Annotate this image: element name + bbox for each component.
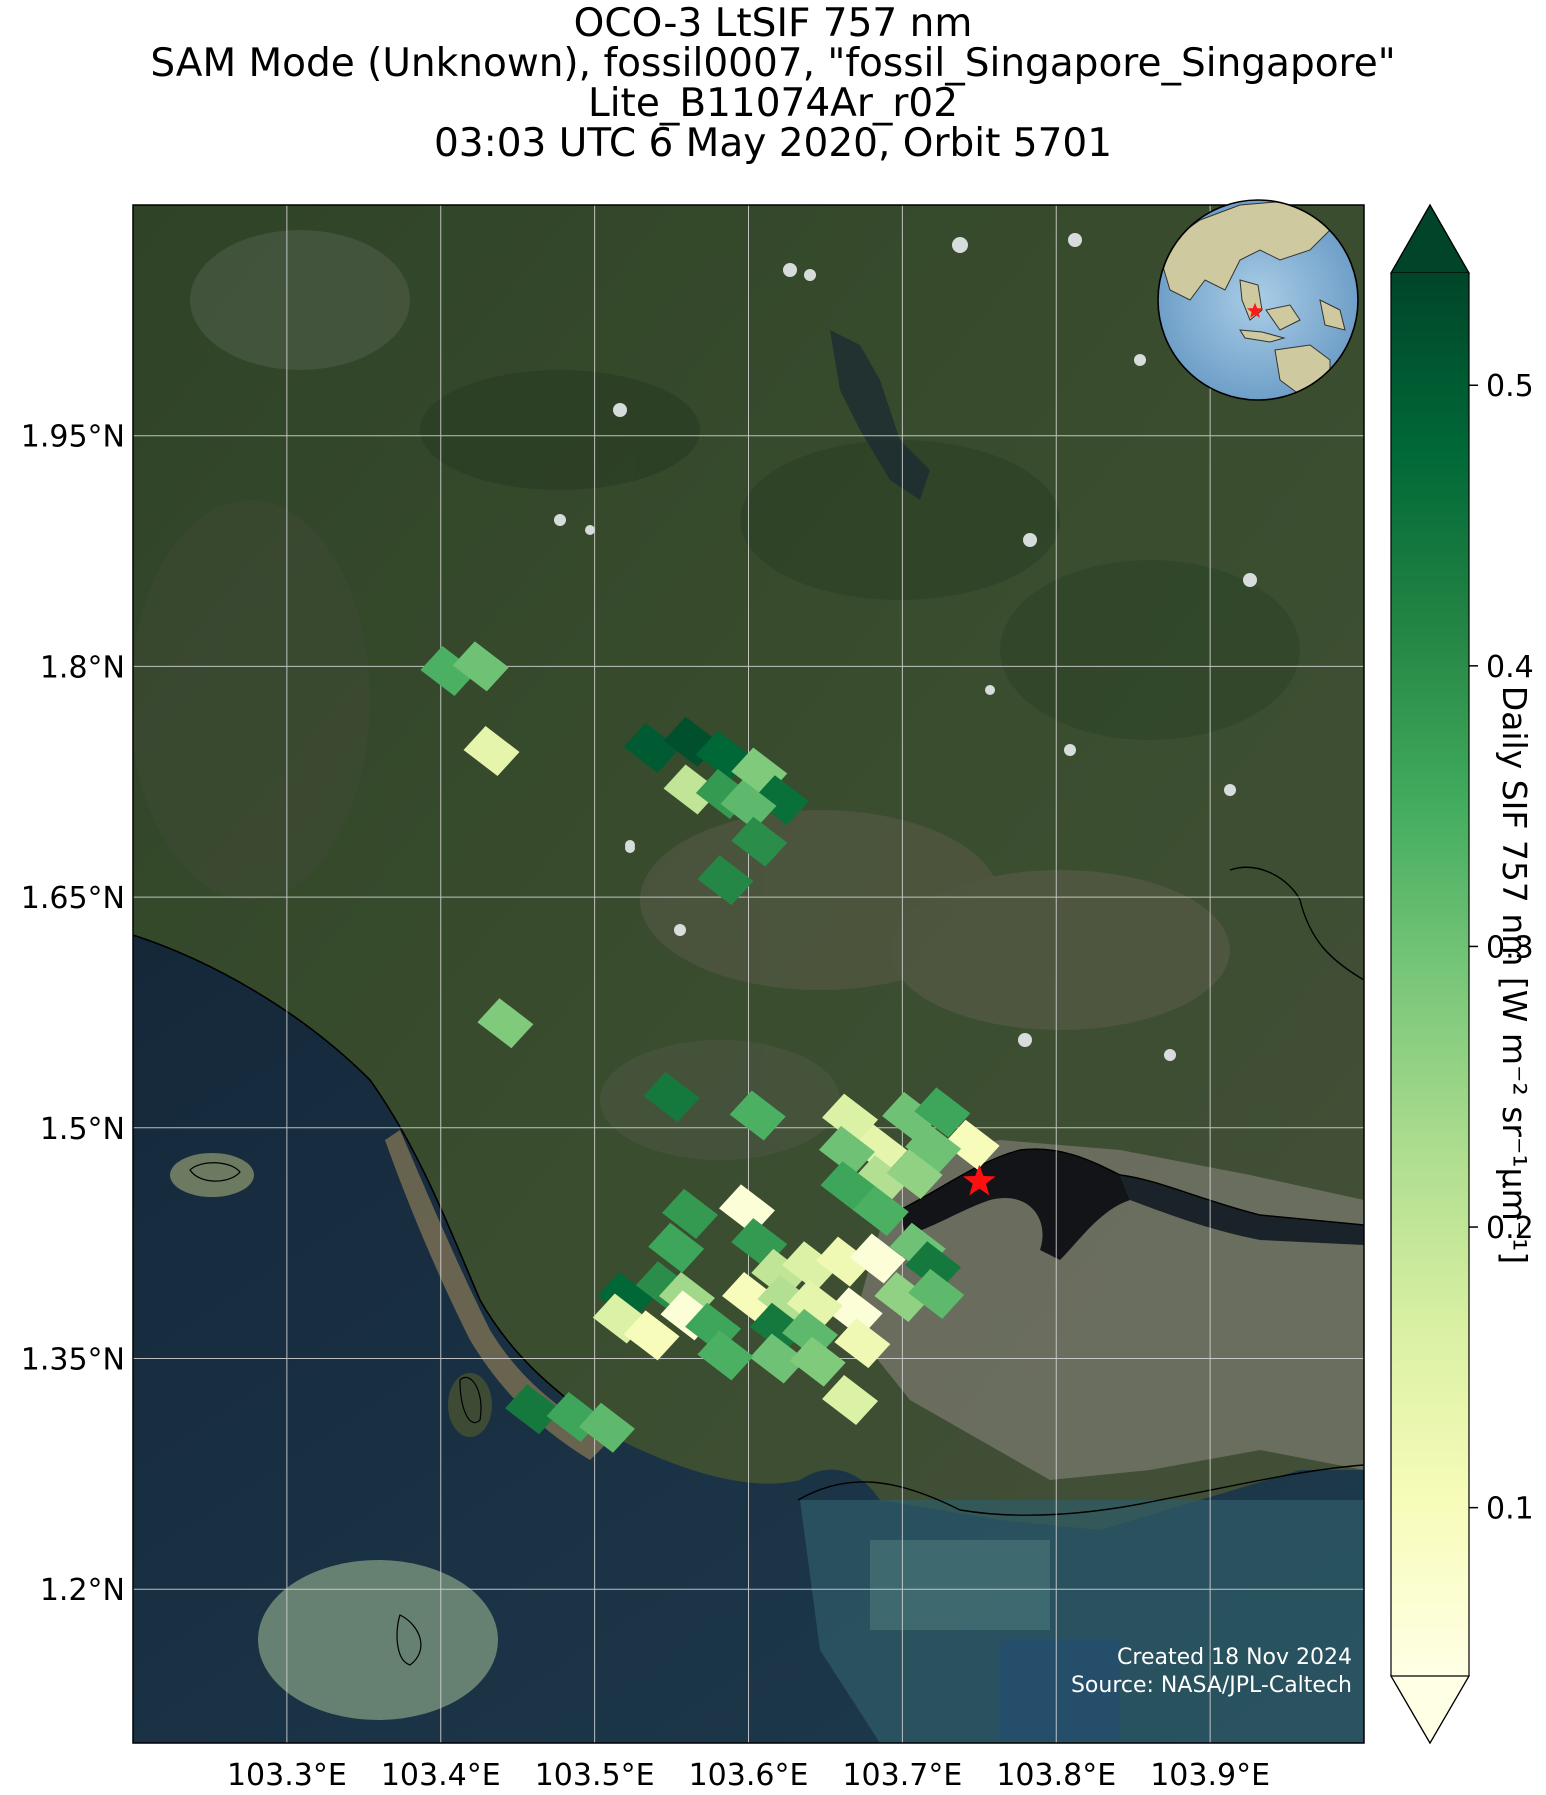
source-credit: Source: NASA/JPL-Caltech [1071,1673,1352,1698]
colorbar-min-extend [1389,1675,1471,1745]
sif-footprint [886,1148,943,1199]
latitude-tick-label: 1.35°N [21,1343,125,1378]
sif-footprint [722,1271,779,1322]
latitude-tick-label: 1.65°N [21,881,125,916]
longitude-tick-label: 103.5°E [535,1758,655,1793]
globe-locator-inset [1157,199,1359,401]
colorbar-tick-label: 0.5 [1486,369,1534,404]
longitude-tick-label: 103.8°E [996,1758,1116,1793]
longitude-tick-labels: 103.3°E 103.4°E 103.5°E 103.6°E 103.7°E 103.8… [227,1758,1270,1793]
sif-footprint [648,1222,705,1273]
sif-footprint [697,855,754,906]
map-title: OCO-3 LtSIF 757 nm SAM Mode (Unknown), f… [0,4,1546,164]
map-frame [132,204,1365,1744]
borneo-landmass [1265,304,1301,331]
longitude-tick-label: 103.4°E [381,1758,501,1793]
sif-footprint [826,1287,883,1338]
latitude-tick-label: 1.95°N [21,420,125,455]
colorbar-gradient [1391,273,1469,1676]
title-line-2: SAM Mode (Unknown), fossil0007, "fossil_… [150,41,1396,86]
sif-footprint [623,722,680,773]
colorbar-tick-label: 0.1 [1486,1492,1534,1527]
sif-footprint [820,1161,877,1212]
sif-footprint [908,1268,965,1319]
sif-footprint [852,1185,909,1236]
colorbar-tick-label: 0.2 [1486,1211,1534,1246]
sif-footprint [420,646,477,697]
colorbar-ticks: 0.1 0.2 0.3 0.4 0.5 [1469,369,1534,1527]
target-star [963,1164,996,1196]
sif-footprint [914,1087,971,1138]
sif-footprint [477,998,534,1049]
created-credit: Created 18 Nov 2024 [1117,1645,1352,1670]
colorbar-tick-label: 0.4 [1486,650,1534,685]
sif-footprint [597,1271,654,1322]
colorbar-tick-label: 0.3 [1486,930,1534,965]
sif-footprint [731,816,788,867]
sif-footprint [782,1241,839,1292]
sif-footprint [643,1072,700,1123]
sif-footprint [849,1233,906,1284]
sif-soundings [420,641,1000,1453]
sif-footprint [578,1402,635,1453]
title-line-1: OCO-3 LtSIF 757 nm [573,1,973,46]
sif-footprint [623,1310,680,1361]
sif-footprint [663,764,720,815]
sif-footprint [789,1336,846,1387]
sif-footprint [822,1093,879,1144]
sif-footprint [874,1271,931,1322]
asia-landmass [1158,200,1331,301]
colorbar: 0.1 0.2 0.3 0.4 0.5 Daily SIF 757 nm [W m⁻² … [1389,203,1534,1745]
latitude-tick-label: 1.5°N [40,1112,125,1147]
longitude-tick-label: 103.6°E [689,1758,809,1793]
longitude-tick-label: 103.3°E [227,1758,347,1793]
latitude-tick-labels: 1.95°N 1.8°N 1.65°N 1.5°N 1.35°N 1.2°N [21,420,125,1608]
longitude-tick-label: 103.7°E [842,1758,962,1793]
sif-footprint [752,775,809,826]
sif-footprint [834,1318,891,1369]
sif-footprint [452,641,509,692]
sif-footprint [943,1119,1000,1170]
new-guinea-landmass [1319,299,1346,331]
sif-footprint [822,1375,879,1426]
sif-footprint [749,1333,806,1384]
target-star-marker [963,1164,996,1196]
sif-footprint [505,1384,562,1435]
sif-footprint [815,1236,872,1287]
title-line-4: 03:03 UTC 6 May 2020, Orbit 5701 [433,121,1113,166]
sif-footprint [818,1125,875,1176]
sif-footprint [720,779,777,830]
latitude-tick-label: 1.8°N [40,650,125,685]
colorbar-label: Daily SIF 757 nm [W m⁻² sr⁻¹μm⁻¹] [1495,686,1534,1265]
sif-footprint [905,1122,962,1173]
sif-footprint [905,1241,962,1292]
latitude-tick-label: 1.2°N [40,1573,125,1608]
sif-footprint [786,1279,843,1330]
colorbar-max-extend [1389,203,1471,274]
sif-footprint [729,1090,786,1141]
sif-footprint [697,1330,754,1381]
title-line-3: Lite_B11074Ar_r02 [587,81,959,126]
sif-footprint [662,1188,719,1239]
sumatra-java-landmass [1239,329,1286,343]
sif-footprint [718,1184,775,1235]
sif-footprint [851,1124,908,1175]
sif-footprint [852,1155,909,1206]
sif-footprint [463,725,520,776]
globe-outline [1157,199,1359,401]
longitude-tick-label: 103.9°E [1150,1758,1270,1793]
globe-target-star [1246,302,1264,318]
